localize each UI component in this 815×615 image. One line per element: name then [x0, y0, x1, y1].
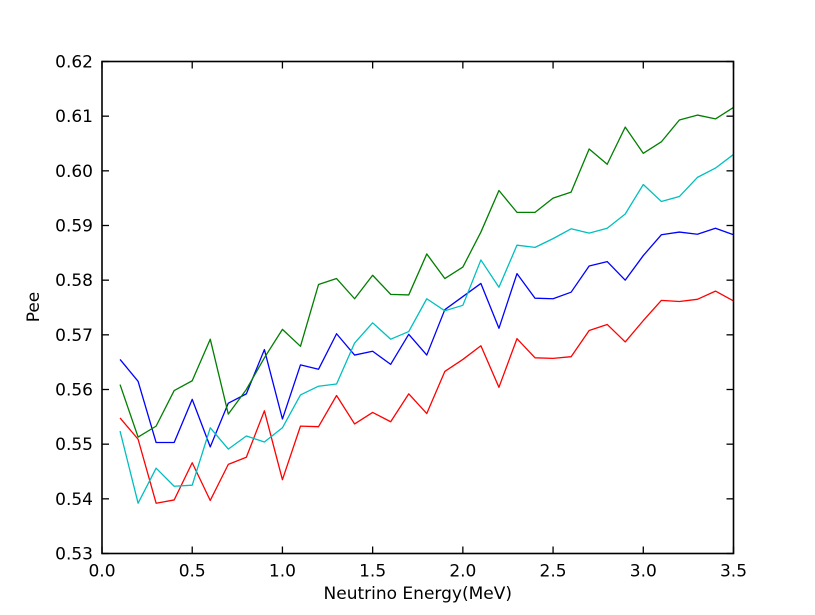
x-tick-label: 3.0 [630, 562, 657, 582]
x-tick-label: 1.5 [359, 562, 386, 582]
y-tick-label: 0.58 [55, 271, 93, 291]
x-tick-label: 2.0 [449, 562, 476, 582]
y-tick-label: 0.60 [55, 162, 93, 182]
series-green-line [119, 106, 734, 438]
y-tick-label: 0.61 [55, 107, 93, 127]
x-tick-label: 3.5 [720, 562, 747, 582]
x-axis-label: Neutrino Energy(MeV) [324, 584, 512, 604]
series-cyan-line [119, 153, 734, 504]
y-tick-label: 0.57 [55, 326, 93, 346]
y-tick-label: 0.62 [55, 53, 93, 73]
x-tick-label: 2.5 [540, 562, 567, 582]
y-tick-label: 0.59 [55, 217, 93, 237]
y-tick-label: 0.53 [55, 545, 93, 565]
x-tick-label: 0.0 [88, 562, 115, 582]
series-red-line [119, 290, 734, 504]
y-axis-label: Pee [24, 292, 44, 323]
y-tick-label: 0.56 [55, 381, 93, 401]
axes-spines [101, 60, 735, 555]
x-tick-label: 1.0 [269, 562, 296, 582]
y-tick-label: 0.55 [55, 435, 93, 455]
y-tick-label: 0.54 [55, 490, 93, 510]
x-tick-label: 0.5 [179, 562, 206, 582]
series-blue-line [119, 227, 734, 448]
